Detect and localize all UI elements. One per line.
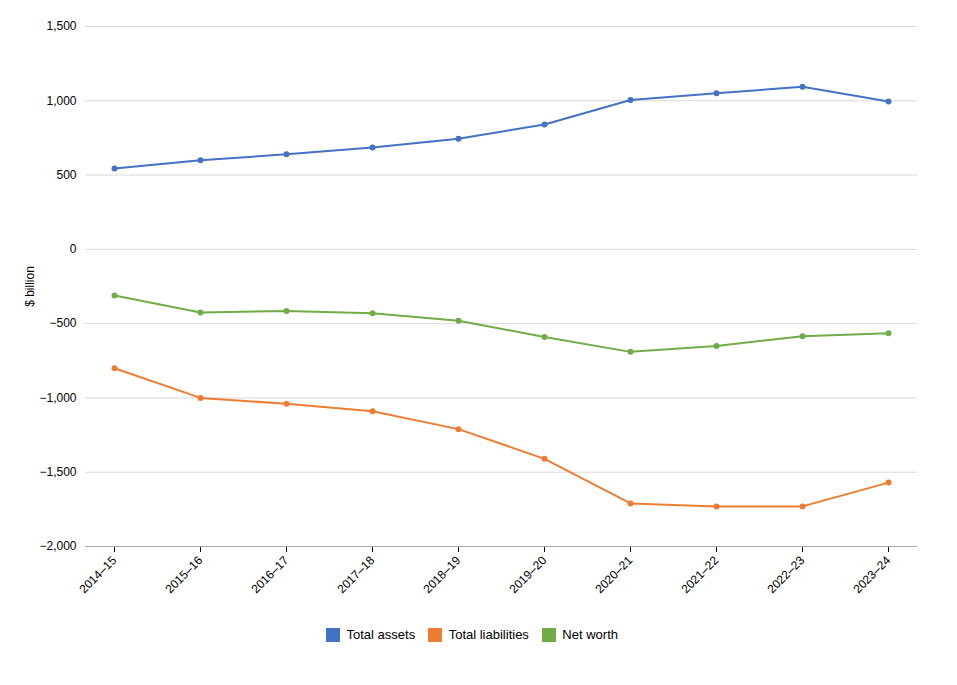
svg-text:1,500: 1,500: [46, 19, 76, 33]
svg-text:2018–19: 2018–19: [420, 553, 463, 596]
svg-text:2015–16: 2015–16: [162, 553, 205, 596]
svg-text:−1,000: −1,000: [39, 391, 76, 405]
svg-text:$ billion: $ billion: [23, 266, 37, 307]
svg-text:2022–23: 2022–23: [764, 553, 807, 596]
svg-text:2017–18: 2017–18: [334, 553, 377, 596]
svg-text:2023–24: 2023–24: [850, 553, 893, 596]
svg-text:0: 0: [70, 242, 77, 256]
svg-text:2021–22: 2021–22: [678, 553, 721, 596]
svg-text:2019–20: 2019–20: [506, 553, 549, 596]
svg-text:−500: −500: [49, 316, 76, 330]
html-text:Total assets: Total assets: [346, 627, 416, 642]
svg-text:−2,000: −2,000: [39, 539, 76, 553]
svg-text:2014–15: 2014–15: [76, 553, 119, 596]
svg-text:1,000: 1,000: [46, 94, 76, 108]
svg-text:2016–17: 2016–17: [248, 553, 291, 596]
html-text:Net worth: Net worth: [562, 627, 618, 642]
svg-text:500: 500: [56, 168, 76, 182]
svg-text:−1,500: −1,500: [39, 465, 76, 479]
html-text:Total liabilities: Total liabilities: [448, 627, 529, 642]
svg-text:2020–21: 2020–21: [592, 553, 635, 596]
